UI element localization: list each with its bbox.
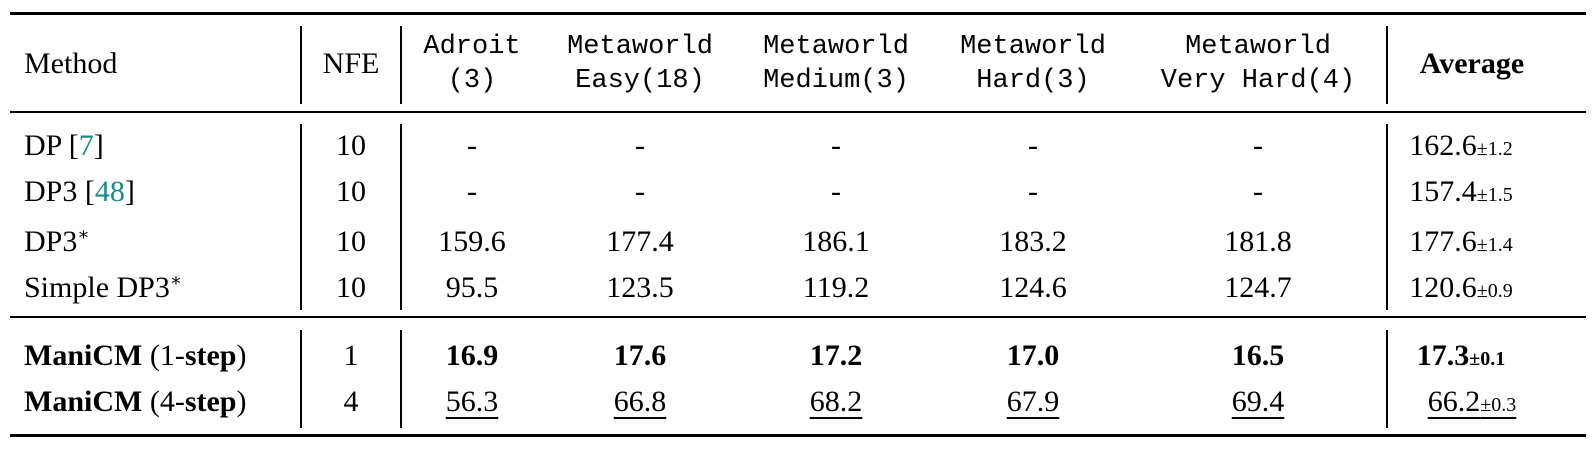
vrule <box>1386 124 1388 310</box>
row-val: 123.5 <box>606 271 674 304</box>
row-val: 68.2 <box>809 385 863 418</box>
row-nfe: 1 <box>343 339 359 372</box>
row-val: - <box>831 175 841 208</box>
row-val: 159.6 <box>438 225 506 258</box>
citation-link[interactable]: 7 <box>78 129 94 162</box>
row-val: - <box>467 129 477 162</box>
header-col-mw-medium: Metaworld Medium(3) <box>763 32 909 96</box>
row-val: - <box>1253 129 1263 162</box>
row-method: DP3∗ <box>24 224 90 258</box>
row-val: 67.9 <box>1006 385 1060 418</box>
row-val: 56.3 <box>445 385 499 418</box>
header-col-adroit: Adroit (3) <box>423 32 521 96</box>
row-method: DP3 [48] <box>24 175 135 208</box>
row-nfe: 10 <box>336 225 366 258</box>
row-val: 17.6 <box>613 339 667 372</box>
header-method: Method <box>24 47 118 80</box>
row-method: Simple DP3∗ <box>24 270 183 304</box>
row-val: 16.5 <box>1231 339 1285 372</box>
header-col-mw-easy: Metaworld Easy(18) <box>567 32 713 96</box>
row-val: 181.8 <box>1224 225 1292 258</box>
row-val: 95.5 <box>445 271 499 304</box>
row-val: 69.4 <box>1231 385 1285 418</box>
row-val: 16.9 <box>445 339 499 372</box>
row-val: 177.4 <box>606 225 674 258</box>
row-val: 66.8 <box>613 385 667 418</box>
row-nfe: 10 <box>336 129 366 162</box>
row-average: 157.4±1.5 <box>1409 175 1513 208</box>
row-method: ManiCM (1-step) <box>24 339 247 372</box>
row-val: 183.2 <box>999 225 1067 258</box>
row-nfe: 4 <box>343 385 359 418</box>
top-rule <box>10 12 1586 15</box>
row-val: - <box>635 129 645 162</box>
row-average: 66.2±0.3 <box>1427 385 1517 418</box>
row-val: 119.2 <box>802 271 870 304</box>
header-nfe: NFE <box>322 47 380 80</box>
bottom-rule <box>10 434 1586 437</box>
citation-link[interactable]: 48 <box>94 175 125 208</box>
vrule <box>1386 330 1388 428</box>
row-val: - <box>467 175 477 208</box>
row-average: 162.6±1.2 <box>1409 129 1513 162</box>
row-val: 17.2 <box>809 339 863 372</box>
vrule <box>1386 26 1388 104</box>
row-nfe: 10 <box>336 271 366 304</box>
header-col-mw-hard: Metaworld Hard(3) <box>960 32 1106 96</box>
row-val: - <box>1028 175 1038 208</box>
vrule <box>400 124 402 310</box>
vrule <box>300 124 302 310</box>
row-val: 186.1 <box>802 225 870 258</box>
row-val: - <box>635 175 645 208</box>
row-method: ManiCM (4-step) <box>24 385 247 418</box>
row-val: - <box>1253 175 1263 208</box>
mid-rule <box>10 316 1586 318</box>
row-val: 124.6 <box>999 271 1067 304</box>
row-val: 17.0 <box>1006 339 1060 372</box>
row-method: DP [7] <box>24 129 104 162</box>
header-average: Average <box>1419 47 1525 80</box>
row-nfe: 10 <box>336 175 366 208</box>
vrule <box>300 26 302 104</box>
header-col-mw-veryhard: Metaworld Very Hard(4) <box>1160 32 1356 96</box>
vrule <box>300 330 302 428</box>
row-val: - <box>1028 129 1038 162</box>
row-average: 177.6±1.4 <box>1409 225 1513 258</box>
row-val: - <box>831 129 841 162</box>
row-val: 124.7 <box>1224 271 1292 304</box>
header-rule <box>10 111 1586 113</box>
vrule <box>400 26 402 104</box>
vrule <box>400 330 402 428</box>
row-average: 17.3±0.1 <box>1416 339 1506 372</box>
row-average: 120.6±0.9 <box>1409 271 1513 304</box>
